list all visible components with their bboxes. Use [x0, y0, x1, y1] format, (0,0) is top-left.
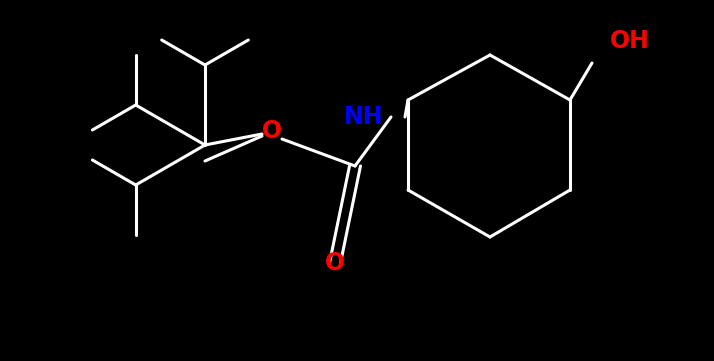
- Text: O: O: [262, 119, 282, 143]
- Text: NH: NH: [343, 105, 383, 129]
- Text: OH: OH: [610, 29, 650, 53]
- Text: O: O: [325, 251, 345, 275]
